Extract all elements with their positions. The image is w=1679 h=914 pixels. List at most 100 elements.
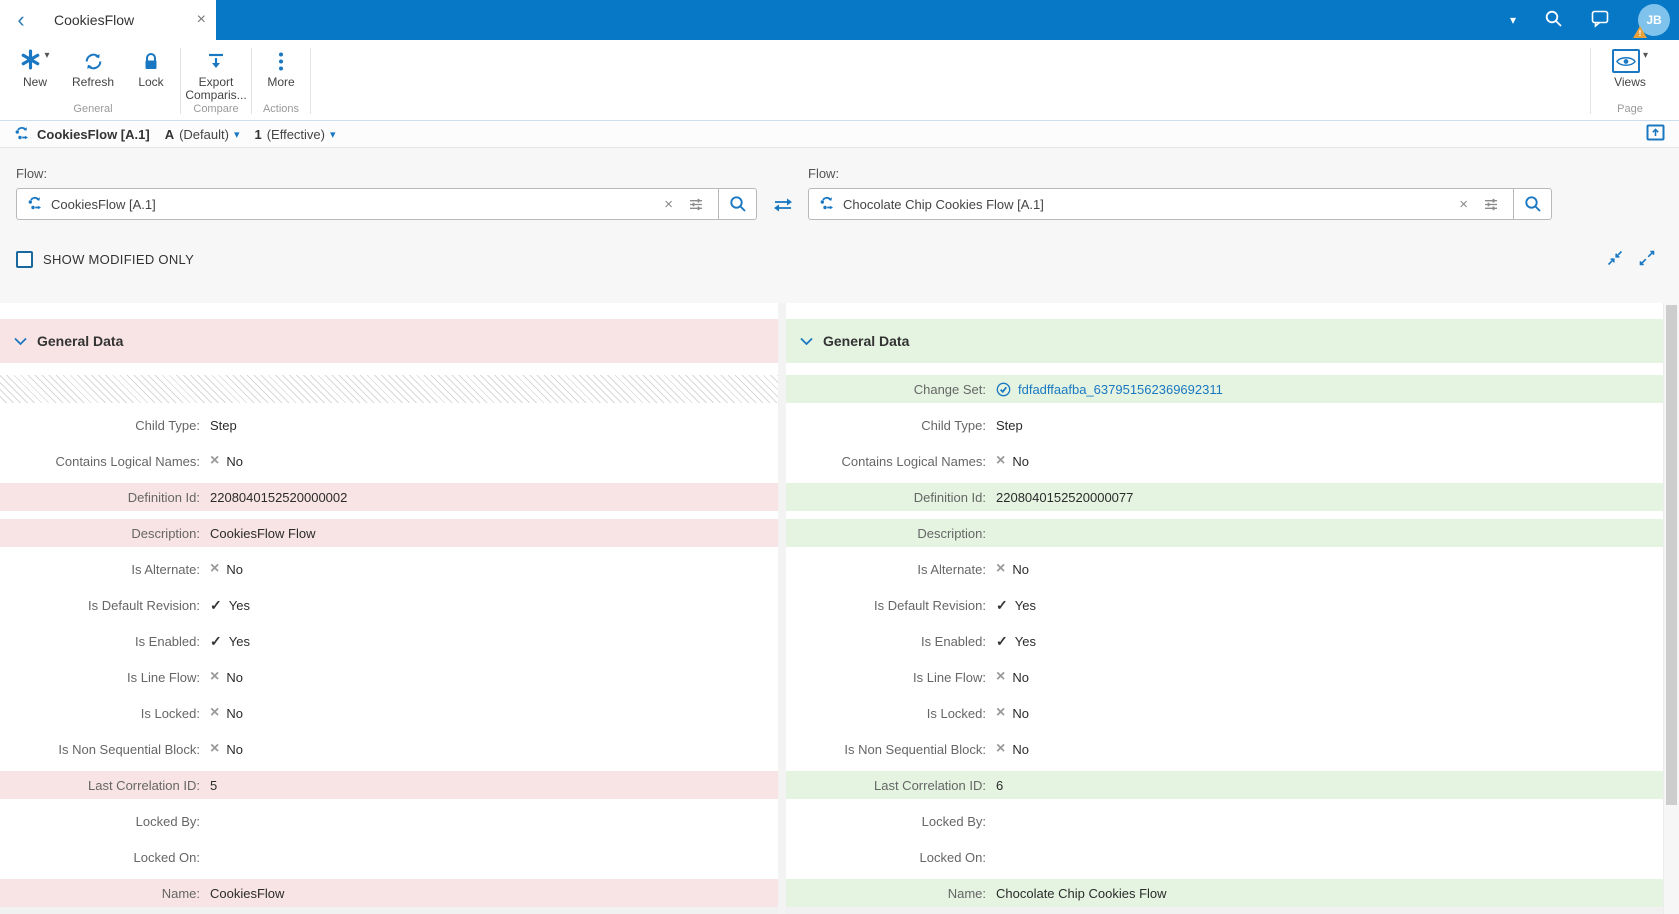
compare-row: Description: CookiesFlow Flow: [0, 519, 778, 547]
row-value: fdfadffaafba_637951562369692311: [996, 382, 1223, 397]
cross-icon: ×: [210, 560, 220, 577]
row-value-text: No: [1012, 741, 1029, 757]
row-label: Child Type:: [921, 417, 986, 433]
row-label: Contains Logical Names:: [841, 453, 986, 469]
row-label: Locked By:: [135, 813, 200, 829]
check-icon: ✓: [210, 633, 222, 649]
eye-icon: [1611, 49, 1640, 73]
right-flow-input-field[interactable]: Chocolate Chip Cookies Flow [A.1] ×: [809, 189, 1513, 219]
panel-toggle-icon[interactable]: [1646, 124, 1665, 144]
compare-row: Child Type: Step: [0, 411, 778, 439]
row-value: × No: [996, 453, 1029, 469]
toolbar-separator: [310, 48, 311, 114]
lock-button[interactable]: Lock: [122, 40, 180, 102]
row-label: Is Alternate:: [131, 561, 200, 577]
chat-icon[interactable]: [1591, 9, 1610, 31]
compare-row: Is Alternate: × No: [0, 555, 778, 583]
scrollbar-thumb[interactable]: [1666, 305, 1677, 805]
left-flow-input-field[interactable]: CookiesFlow [A.1] ×: [17, 189, 718, 219]
row-value: 5: [210, 778, 217, 793]
back-button[interactable]: ‹: [0, 0, 42, 40]
refresh-button[interactable]: Refresh: [64, 40, 122, 102]
more-button[interactable]: More: [252, 40, 310, 102]
row-label: Is Default Revision:: [874, 597, 986, 613]
toolbar-right: ▾ Views Page: [1590, 40, 1673, 120]
row-label: Last Correlation ID:: [88, 777, 200, 793]
row-value: × No: [996, 561, 1029, 577]
cross-icon: ×: [996, 704, 1006, 721]
views-button-label: Views: [1614, 75, 1646, 89]
row-value-text: No: [1012, 561, 1029, 577]
compare-row: Last Correlation ID: 6: [786, 771, 1663, 799]
revision-selector[interactable]: A (Default) ▾: [165, 127, 240, 142]
filter-options-icon[interactable]: [684, 197, 708, 212]
row-label: Locked On:: [133, 849, 201, 865]
left-flow-value: CookiesFlow [A.1]: [51, 196, 156, 212]
tab-close-icon[interactable]: ×: [196, 11, 206, 28]
row-value: × No: [210, 741, 243, 757]
new-asterisk-icon: [20, 49, 41, 73]
views-button[interactable]: ▾ Views: [1601, 40, 1659, 102]
compare-row: Is Enabled: ✓ Yes: [0, 627, 778, 655]
avatar[interactable]: JB !: [1633, 4, 1670, 38]
flow-search-button[interactable]: [1513, 189, 1551, 219]
flow-search-button[interactable]: [718, 189, 756, 219]
row-label: Name:: [161, 885, 200, 901]
clear-icon[interactable]: ×: [1459, 195, 1468, 213]
cross-icon: ×: [996, 560, 1006, 577]
row-value-text: CookiesFlow Flow: [210, 525, 316, 541]
toolbar-group-label-general: General: [73, 103, 113, 115]
right-flow-input: Chocolate Chip Cookies Flow [A.1] ×: [808, 188, 1552, 220]
version-selector[interactable]: 1 (Effective) ▾: [254, 127, 335, 142]
compare-row: Child Type: Step: [786, 411, 1663, 439]
filter-options-icon[interactable]: [1479, 197, 1503, 212]
toolbar-group-compare: Export Comparis... Compare: [181, 40, 251, 120]
compare-row: Is Alternate: × No: [786, 555, 1663, 583]
refresh-icon: [83, 48, 104, 74]
row-label: Name:: [947, 885, 986, 901]
next-section-header-partial[interactable]: [0, 907, 778, 914]
expand-all-icon[interactable]: [1639, 250, 1655, 269]
swap-flows-icon[interactable]: [757, 166, 808, 220]
row-value: ✓ Yes: [996, 634, 1036, 649]
compare-row: Is Locked: × No: [0, 699, 778, 727]
global-search-icon[interactable]: [1544, 9, 1563, 31]
cross-icon: ×: [210, 452, 220, 469]
row-value-text: No: [1012, 669, 1029, 685]
row-value-text: No: [226, 453, 243, 469]
compare-row: Last Correlation ID: 5: [0, 771, 778, 799]
row-label: Is Non Sequential Block:: [58, 741, 200, 757]
new-button[interactable]: ▾ New: [6, 40, 64, 102]
export-icon: [206, 48, 226, 74]
clear-icon[interactable]: ×: [664, 195, 673, 213]
titlebar-dropdown-icon[interactable]: ▾: [1509, 13, 1516, 27]
show-modified-only-checkbox[interactable]: [16, 251, 33, 268]
row-value: ✓ Yes: [996, 598, 1036, 613]
tab-cookiesflow[interactable]: CookiesFlow ×: [42, 0, 216, 40]
row-value: 2208040152520000002: [210, 490, 347, 505]
next-section-header-partial[interactable]: [786, 907, 1663, 914]
tab-strip: ‹ CookiesFlow ×: [0, 0, 216, 40]
new-dropdown-icon: ▾: [44, 50, 50, 61]
row-label: Is Line Flow:: [127, 669, 200, 685]
row-label: Is Default Revision:: [88, 597, 200, 613]
compare-row: Name: CookiesFlow: [0, 879, 778, 907]
check-icon: ✓: [996, 597, 1008, 613]
left-compare-panel: General Data Child Type: Step Contains Log…: [0, 303, 778, 914]
right-section-header[interactable]: General Data: [786, 319, 1663, 363]
collapse-all-icon[interactable]: [1607, 250, 1623, 269]
export-comparison-button[interactable]: Export Comparis...: [181, 40, 251, 102]
lock-icon: [142, 48, 160, 74]
row-value-text: No: [226, 561, 243, 577]
row-value-text: 6: [996, 777, 1004, 793]
row-value-text: Yes: [1014, 597, 1036, 613]
left-section-header[interactable]: General Data: [0, 319, 778, 363]
compare-row: Is Default Revision: ✓ Yes: [786, 591, 1663, 619]
compare-row: Contains Logical Names: × No: [0, 447, 778, 475]
row-value: × No: [210, 705, 243, 721]
vertical-scrollbar[interactable]: [1663, 303, 1679, 914]
compare-row: Locked By:: [786, 807, 1663, 835]
change-set-link[interactable]: fdfadffaafba_637951562369692311: [1018, 381, 1223, 397]
compare-row: Definition Id: 2208040152520000077: [786, 483, 1663, 511]
row-value: × No: [996, 741, 1029, 757]
